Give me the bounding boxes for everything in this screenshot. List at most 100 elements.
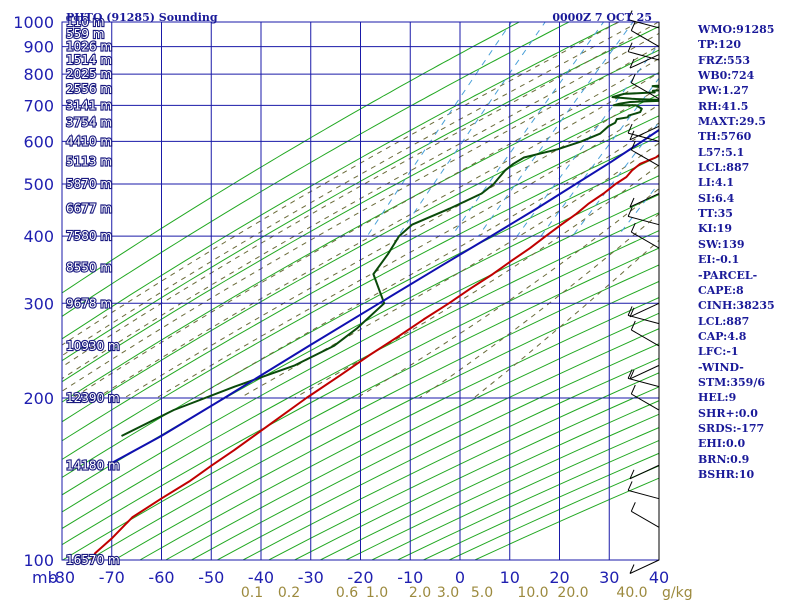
mixing-ratio-label: 0.2 — [278, 585, 300, 600]
sounding-index: EI:-0.1 — [698, 253, 740, 267]
height-label: 14180 m — [66, 458, 120, 472]
pressure-unit-label: mb — [32, 568, 58, 587]
dry-adiabat — [62, 212, 659, 530]
height-label: 2556 m — [66, 82, 112, 96]
sounding-index: CINH:38235 — [698, 299, 775, 313]
dry-adiabat — [139, 296, 659, 560]
sounding-index: LCL:887 — [698, 161, 750, 175]
wind-barb-flag — [627, 369, 633, 379]
pressure-tick-label: 100 — [23, 551, 54, 570]
parcel-line — [107, 128, 659, 467]
wind-barb-flag — [630, 320, 636, 331]
height-label: 4410 m — [66, 134, 112, 148]
wind-barb-staff — [627, 19, 660, 29]
temperature-tick-label: 30 — [599, 568, 619, 587]
chart-time: 0000Z 7 OCT 25 — [552, 11, 652, 24]
mixing-ratio-label: 3.0 — [437, 585, 459, 600]
pressure-tick-label: 600 — [23, 132, 54, 151]
grid — [61, 21, 660, 561]
sounding-index: HEL:9 — [698, 391, 737, 405]
mixing-ratio-line — [451, 22, 605, 237]
mixing-ratio-label: 20.0 — [557, 585, 588, 600]
height-label: 110 m — [66, 15, 104, 29]
chart-title: PHTO (91285) Sounding — [66, 11, 218, 24]
moist-adiabat — [62, 22, 639, 357]
height-label: 10930 m — [66, 339, 120, 353]
wind-barb — [627, 123, 660, 142]
wind-barb — [629, 302, 660, 318]
temperature-tick-label: -30 — [298, 568, 324, 587]
wind-barb-flag — [630, 502, 636, 512]
sounding-index: SW:139 — [698, 237, 745, 251]
wind-barb-staff — [631, 393, 660, 411]
wind-barb — [627, 10, 660, 29]
wind-barb-flag — [627, 10, 633, 20]
dry-adiabat — [165, 312, 659, 560]
dry-adiabat — [62, 230, 659, 546]
height-label: 559 m — [66, 27, 104, 41]
moist-adiabat — [62, 32, 659, 380]
wind-barb-staff — [629, 364, 660, 380]
moist-adiabat — [62, 22, 619, 346]
wind-barb — [630, 73, 660, 100]
dry-adiabat — [62, 72, 659, 403]
wind-barb-flag — [629, 369, 635, 380]
height-label: 16570 m — [66, 553, 120, 567]
height-label: 8550 m — [66, 260, 112, 274]
mixing-ratio-line — [478, 22, 634, 237]
height-label: 3754 m — [66, 116, 112, 130]
height-label: 5870 m — [66, 177, 112, 191]
wind-barb-staff — [631, 231, 660, 249]
wind-barb-flag — [627, 306, 633, 316]
wind-barb-staff — [629, 559, 660, 574]
mixing-ratio-unit: g/kg — [662, 585, 693, 600]
dry-adiabat — [62, 193, 659, 513]
sounding-index: WB0:724 — [698, 69, 755, 83]
sounding-index: PW:1.27 — [698, 84, 749, 98]
wind-barb-flag — [627, 207, 633, 217]
sounding-index: TT:35 — [698, 207, 733, 221]
background-isolines — [62, 22, 659, 560]
mixing-ratio-label: 0.1 — [241, 585, 263, 600]
wind-barb — [627, 42, 660, 61]
dry-adiabat — [62, 22, 620, 340]
sounding-index: -WIND- — [698, 360, 744, 374]
wind-barb — [627, 306, 660, 325]
sounding-index: KI:19 — [698, 222, 733, 236]
dry-adiabat — [62, 247, 659, 560]
height-label: 6677 m — [66, 202, 112, 216]
temperature-line — [90, 153, 659, 560]
temperature-tick-label: 20 — [549, 568, 569, 587]
wind-barb-staff — [631, 510, 660, 528]
wind-barb-staff — [629, 125, 660, 141]
sounding-index: LI:4.1 — [698, 176, 735, 190]
wind-barb-flag — [629, 564, 635, 574]
wind-barb-flag — [629, 197, 635, 208]
temperature-tick-label: -20 — [347, 568, 373, 587]
wind-barb-flag — [627, 481, 633, 491]
moist-adiabat — [473, 239, 659, 399]
sounding-index: BRN:0.9 — [698, 452, 750, 466]
dry-adiabat — [62, 155, 659, 479]
height-label: 1026 m — [66, 40, 112, 54]
wind-barb-staff — [631, 329, 660, 347]
height-label: 7580 m — [66, 229, 112, 243]
wind-barb — [629, 464, 660, 480]
dry-adiabat — [62, 175, 659, 496]
mixing-ratio-label: 2.0 — [409, 585, 431, 600]
height-label: 3141 m — [66, 98, 112, 112]
mixing-ratio-line — [366, 22, 513, 237]
wind-barbs — [627, 10, 660, 574]
sounding-traces — [90, 84, 659, 560]
sounding-index: EHI:0.0 — [698, 437, 746, 451]
wind-barb-flag — [630, 73, 636, 84]
height-label: 2025 m — [66, 67, 112, 81]
moist-adiabat — [62, 22, 659, 368]
wind-barb-staff — [629, 464, 660, 480]
wind-barb-flag — [629, 58, 635, 69]
wind-barb-staff — [629, 302, 660, 318]
wind-barb — [629, 54, 660, 69]
mixing-ratio-line — [540, 77, 659, 237]
sounding-index: LFC:-1 — [698, 345, 739, 359]
